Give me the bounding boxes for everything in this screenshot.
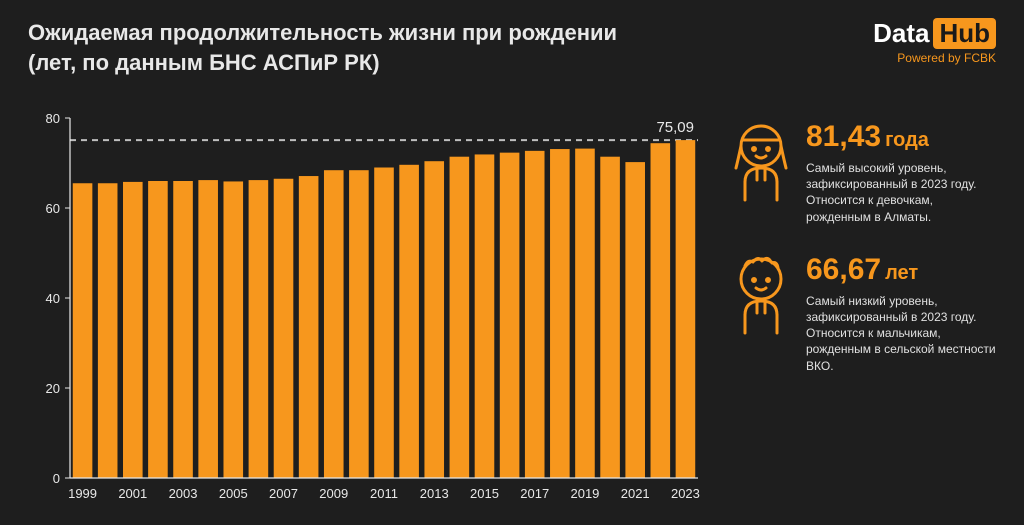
title-line-1: Ожидаемая продолжительность жизни при ро… — [28, 18, 617, 48]
girl-icon — [730, 120, 792, 215]
svg-text:80: 80 — [46, 111, 60, 126]
svg-text:2019: 2019 — [570, 486, 599, 501]
stat-low-desc: Самый низкий уровень, зафиксированный в … — [806, 293, 1000, 374]
svg-text:2011: 2011 — [370, 486, 398, 501]
svg-text:2017: 2017 — [520, 486, 549, 501]
logo-block: Data Hub Powered by FCBK — [873, 18, 996, 65]
powered-by: Powered by FCBK — [873, 51, 996, 65]
logo: Data Hub — [873, 18, 996, 49]
svg-text:2007: 2007 — [269, 486, 298, 501]
title-line-2: (лет, по данным БНС АСПиР РК) — [28, 48, 617, 78]
stat-high-text: 81,43года Самый высокий уровень, зафикси… — [806, 120, 1000, 225]
logo-text-data: Data — [873, 18, 929, 49]
svg-text:2015: 2015 — [470, 486, 499, 501]
svg-text:2001: 2001 — [118, 486, 147, 501]
stat-high-value: 81,43года — [806, 120, 1000, 154]
stat-low-text: 66,67лет Самый низкий уровень, зафиксиро… — [806, 253, 1000, 374]
stat-low-unit: лет — [885, 262, 918, 284]
stat-low-value: 66,67лет — [806, 253, 1000, 287]
stat-high-unit: года — [885, 129, 929, 151]
svg-text:0: 0 — [53, 471, 60, 486]
stat-high: 81,43года Самый высокий уровень, зафикси… — [730, 120, 1000, 225]
stat-low: 66,67лет Самый низкий уровень, зафиксиро… — [730, 253, 1000, 374]
svg-text:2005: 2005 — [219, 486, 248, 501]
svg-text:75,09: 75,09 — [656, 119, 694, 136]
bar-chart: 0 20 40 60 80 75,09 1999 2001 2003 2005 2007 2009 20… — [28, 108, 708, 508]
header: Ожидаемая продолжительность жизни при ро… — [28, 18, 996, 77]
title-block: Ожидаемая продолжительность жизни при ро… — [28, 18, 617, 77]
side-panel: 81,43года Самый высокий уровень, зафикси… — [730, 120, 1000, 374]
stat-high-desc: Самый высокий уровень, зафиксированный в… — [806, 160, 1000, 225]
svg-text:20: 20 — [46, 381, 60, 396]
svg-text:2021: 2021 — [621, 486, 650, 501]
boy-icon — [730, 253, 792, 348]
svg-text:60: 60 — [46, 201, 60, 216]
svg-text:2013: 2013 — [420, 486, 449, 501]
svg-text:2009: 2009 — [319, 486, 348, 501]
svg-text:1999: 1999 — [68, 486, 97, 501]
svg-text:40: 40 — [46, 291, 60, 306]
stat-low-number: 66,67 — [806, 253, 881, 286]
logo-text-hub: Hub — [933, 18, 996, 49]
svg-text:2023: 2023 — [671, 486, 700, 501]
svg-text:2003: 2003 — [169, 486, 198, 501]
stat-high-number: 81,43 — [806, 120, 881, 153]
